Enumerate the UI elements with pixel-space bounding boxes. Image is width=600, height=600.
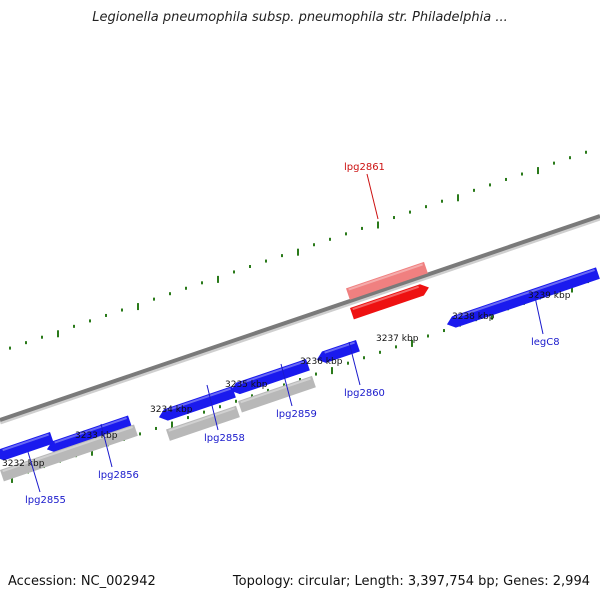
- scale-label: 3239 kbp: [528, 291, 571, 301]
- scale-label: 3233 kbp: [75, 431, 118, 441]
- scale-label: 3235 kbp: [225, 380, 268, 390]
- gene-label[interactable]: lpg2859: [276, 409, 317, 420]
- gene-shine: [348, 263, 423, 291]
- genome-summary-text: Topology: circular; Length: 3,397,754 bp…: [232, 574, 590, 589]
- gene-leader-line: [534, 296, 544, 335]
- gene-label[interactable]: lpg2855: [25, 495, 66, 506]
- scale-label: 3232 kbp: [2, 459, 45, 469]
- gene-arrow[interactable]: [316, 339, 360, 363]
- accession-text: Accession: NC_002942: [8, 574, 156, 589]
- scale-label: 3236 kbp: [300, 357, 343, 367]
- gene-leader-line: [100, 423, 113, 468]
- scale-label: 3234 kbp: [150, 405, 193, 415]
- scale-label: 3238 kbp: [452, 312, 495, 322]
- gene-arrow[interactable]: [446, 267, 600, 328]
- gene-arrow[interactable]: [158, 386, 236, 421]
- gene-shine: [454, 268, 595, 319]
- gene-block-gray[interactable]: [238, 375, 316, 413]
- gene-leader-line: [206, 384, 219, 431]
- gene-leader-line: [27, 451, 41, 493]
- gene-shine: [240, 377, 311, 404]
- gene-block-gray[interactable]: [166, 405, 240, 441]
- gene-arrow[interactable]: [46, 415, 132, 453]
- gene-label[interactable]: lpg2858: [204, 433, 245, 444]
- gene-shine: [238, 360, 305, 385]
- gene-shine: [352, 285, 419, 311]
- gene-label[interactable]: lpg2860: [344, 388, 385, 399]
- gene-shine: [168, 407, 235, 432]
- gene-leader-line: [280, 363, 293, 407]
- gene-shine: [54, 417, 127, 444]
- gene-arrow[interactable]: [0, 432, 54, 461]
- gene-block-gray[interactable]: [0, 424, 138, 482]
- gene-label[interactable]: lpg2856: [98, 470, 139, 481]
- gene-arrow-highlight[interactable]: [350, 284, 429, 320]
- genome-title: Legionella pneumophila subsp. pneumophil…: [92, 10, 508, 25]
- genome-backbone: [0, 214, 600, 422]
- gene-leader-line: [366, 173, 379, 220]
- gene-arrow[interactable]: [230, 358, 310, 395]
- gene-block-highlight-light[interactable]: [346, 261, 428, 300]
- gene-shine: [2, 426, 133, 473]
- gene-leader-line: [348, 341, 361, 386]
- gene-label[interactable]: lpg2861: [344, 162, 385, 173]
- gene-label[interactable]: legC8: [531, 337, 560, 348]
- gene-shine: [2, 433, 49, 452]
- scale-label: 3237 kbp: [376, 334, 419, 344]
- gene-shine: [166, 387, 231, 412]
